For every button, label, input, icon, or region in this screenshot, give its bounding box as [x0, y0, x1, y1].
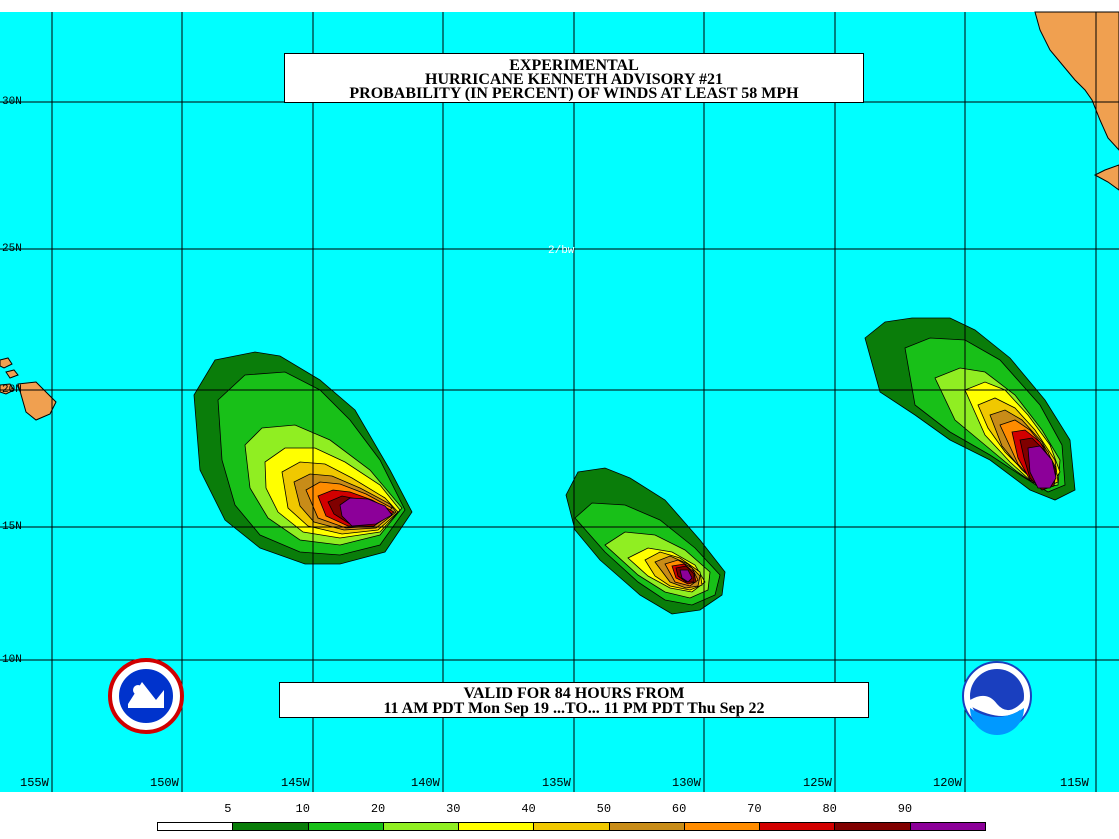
scale-label: 40: [521, 802, 536, 816]
nws-logo-icon: [108, 658, 184, 734]
noaa-logo-icon: [962, 661, 1032, 735]
scale-label: 70: [747, 802, 762, 816]
scale-swatch: [759, 822, 836, 831]
scale-swatch: [608, 822, 685, 831]
scale-label: 60: [671, 802, 687, 816]
scale-label: 10: [295, 802, 310, 816]
lat-label-10n: 10N: [2, 654, 22, 666]
map-stamp: 2/bw: [548, 245, 575, 257]
lon-label-155w: 155W: [20, 776, 49, 790]
probability-contours-center: [565, 467, 726, 615]
lon-label-135w: 135W: [542, 776, 571, 790]
probability-contours-east: [864, 317, 1076, 501]
scale-swatch: [307, 822, 384, 831]
scale-swatch: [157, 822, 234, 831]
title-line-3: PROBABILITY (IN PERCENT) OF WINDS AT LEA…: [349, 85, 799, 102]
scale-swatch: [382, 822, 460, 831]
scale-swatch: [533, 822, 610, 831]
title-line-1: EXPERIMENTAL: [509, 57, 639, 74]
baja-california-land: [1034, 11, 1119, 151]
lat-label-20n: 20N: [2, 384, 22, 396]
lat-label-15n: 15N: [2, 521, 22, 533]
lat-label-25n: 25N: [2, 243, 22, 255]
valid-line-1: VALID FOR 84 HOURS FROM: [463, 685, 685, 702]
valid-period-box: VALID FOR 84 HOURS FROM 11 AM PDT Mon Se…: [279, 682, 869, 718]
scale-label: 20: [370, 802, 386, 816]
lon-label-130w: 130W: [672, 776, 701, 790]
scale-label: 5: [224, 802, 232, 816]
hawaii-islands: [0, 357, 57, 421]
scale-swatch: [683, 822, 761, 831]
title-box: EXPERIMENTAL HURRICANE KENNETH ADVISORY …: [284, 53, 864, 103]
lon-label-150w: 150W: [150, 776, 179, 790]
graticule: [0, 12, 1119, 792]
scale-label: 80: [822, 802, 837, 816]
scale-label: 30: [446, 802, 461, 816]
lon-label-145w: 145W: [281, 776, 310, 790]
title-line-2: HURRICANE KENNETH ADVISORY #21: [425, 71, 723, 88]
lon-label-120w: 120W: [933, 776, 962, 790]
mainland-mexico-land: [1093, 164, 1119, 191]
lon-label-125w: 125W: [803, 776, 832, 790]
scale-label: 50: [596, 802, 612, 816]
valid-line-2: 11 AM PDT Mon Sep 19 ...TO... 11 PM PDT …: [383, 700, 765, 717]
scale-swatch: [834, 822, 911, 831]
scale-swatch: [458, 822, 535, 831]
lat-label-30n: 30N: [2, 96, 22, 108]
scale-label: 90: [897, 802, 913, 816]
lon-label-140w: 140W: [411, 776, 440, 790]
lon-label-115w: 115W: [1060, 776, 1089, 790]
scale-swatch: [909, 822, 986, 831]
probability-contours-west: [193, 351, 413, 565]
scale-swatch: [232, 822, 309, 831]
